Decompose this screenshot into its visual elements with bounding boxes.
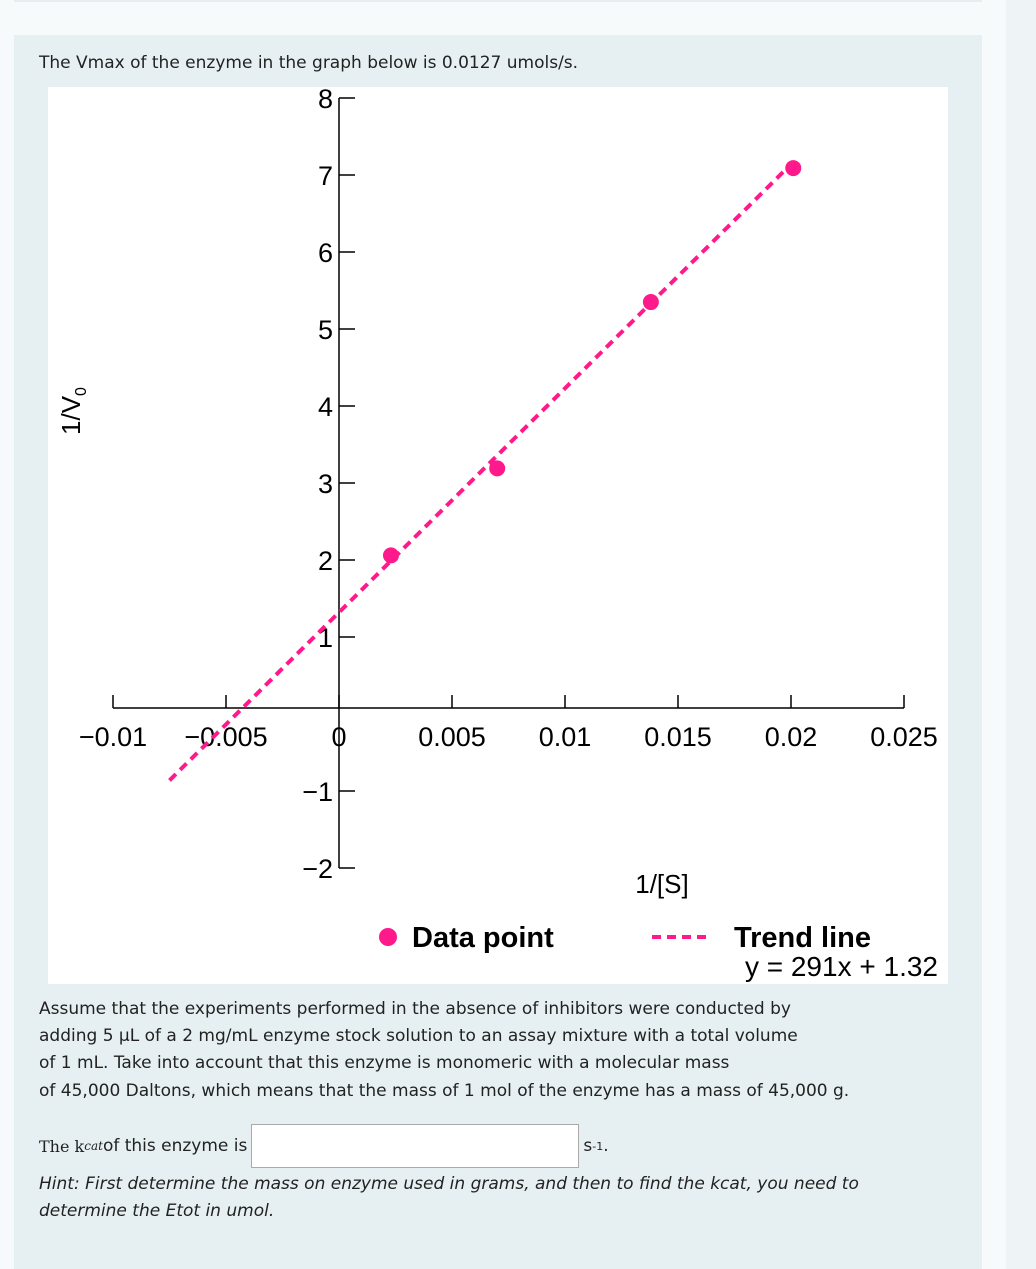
unit-end: .	[603, 1136, 609, 1156]
x-tick-label: 0.025	[870, 722, 938, 752]
paragraph-line: adding 5 µL of a 2 mg/mL enzyme stock so…	[39, 1026, 798, 1046]
kcat-k: The k	[39, 1136, 85, 1156]
y-tick-label: 2	[318, 546, 333, 576]
scrollbar[interactable]	[1006, 0, 1036, 1269]
y-tick-label: −1	[302, 777, 333, 807]
x-tick-label: 0	[331, 722, 346, 752]
chart-svg: −0.01 −0.005 0 0.005 0.01 0.015 0.02 0.025−2−11…	[56, 84, 938, 982]
data-point	[489, 460, 506, 477]
x-tick-label: 0.02	[765, 722, 818, 752]
paragraph-line: of 1 mL. Take into account that this enz…	[39, 1053, 730, 1073]
x-tick-label: 0.01	[539, 722, 592, 752]
hint-text: Hint: First determine the mass on enzyme…	[39, 1174, 859, 1221]
legend-line-label: Trend line	[734, 922, 871, 954]
unit-sup: -1	[592, 1139, 604, 1153]
kcat-label: of this enzyme is	[102, 1136, 248, 1156]
y-tick-label: −2	[302, 854, 333, 884]
paragraph-line: of 45,000 Daltons, which means that the …	[39, 1081, 850, 1101]
y-tick-label: 7	[318, 161, 333, 191]
kcat-input[interactable]	[251, 1124, 580, 1168]
data-point	[642, 294, 659, 311]
trend-equation: y = 291x + 1.32	[745, 951, 938, 982]
trend-line	[168, 160, 795, 782]
x-tick-label: 0.015	[644, 722, 712, 752]
x-tick-label: −0.01	[79, 722, 147, 752]
legend-point-marker	[379, 928, 397, 946]
unit: s	[583, 1136, 593, 1156]
paragraph-line: Assume that the experiments performed in…	[39, 999, 791, 1019]
chart: −0.01 −0.005 0 0.005 0.01 0.015 0.02 0.025 −2 −1 1…	[48, 84, 948, 984]
y-tick-label: 4	[318, 392, 333, 422]
y-tick-label: 5	[318, 315, 333, 345]
intro-text: The Vmax of the enzyme in the graph belo…	[39, 53, 579, 73]
y-tick-label: 8	[318, 87, 333, 114]
y-tick-label: 6	[318, 238, 333, 268]
x-axis-label: 1/[S]	[635, 869, 688, 899]
y-axis-label: 1/V0	[56, 387, 90, 435]
legend-point-label: Data point	[412, 922, 554, 954]
kcat-question: The k cat of this enzyme is s -1.	[39, 1124, 609, 1168]
data-point	[785, 160, 802, 177]
top-divider	[14, 0, 982, 2]
x-tick-label: 0.005	[418, 722, 486, 752]
kcat-sub: cat	[84, 1139, 103, 1153]
y-tick-label: 3	[318, 469, 333, 499]
data-point	[382, 547, 399, 564]
